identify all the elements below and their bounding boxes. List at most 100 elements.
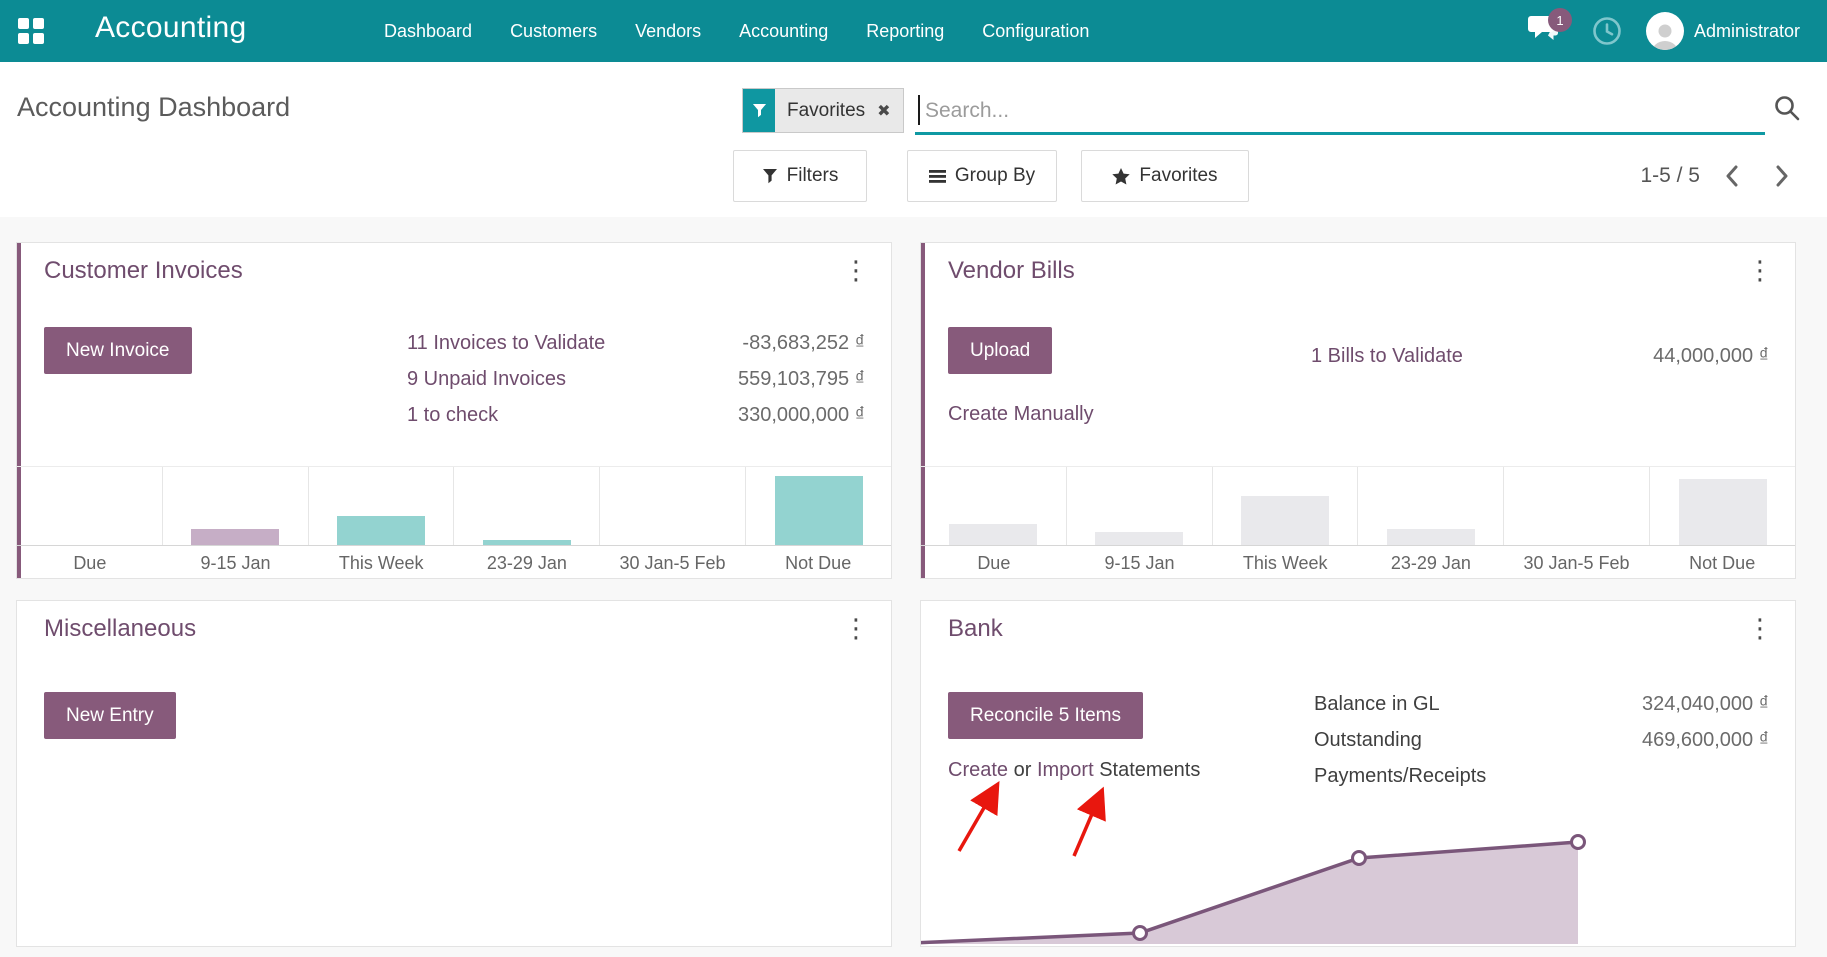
group-by-icon (928, 169, 946, 183)
bar-slot (1503, 467, 1649, 545)
search-placeholder: Search... (925, 99, 1010, 122)
card-title-customer-invoices[interactable]: Customer Invoices (44, 257, 243, 284)
pager-next-button[interactable] (1762, 150, 1802, 202)
search-input[interactable] (915, 88, 1765, 132)
statement-or-text: or (1013, 759, 1032, 781)
data-point-marker[interactable] (1351, 850, 1367, 866)
bar-slot (1065, 467, 1212, 545)
info-line: 11 Invoices to Validate -83,683,252 ₫ (407, 325, 865, 361)
nav-item-accounting[interactable]: Accounting (739, 20, 829, 41)
bar[interactable] (1241, 496, 1330, 545)
group-by-label: Group By (954, 165, 1036, 186)
nav-item-reporting[interactable]: Reporting (866, 20, 945, 41)
create-manually-link[interactable]: Create Manually (948, 403, 1094, 425)
bar-slot (1211, 467, 1358, 545)
favorites-button[interactable]: Favorites (1081, 150, 1249, 202)
reconcile-items-button[interactable]: Reconcile 5 Items (948, 692, 1144, 739)
bar-slot (921, 467, 1066, 545)
outstanding-label: Outstanding (1314, 728, 1422, 751)
bar[interactable] (1386, 529, 1475, 545)
group-by-button[interactable]: Group By (907, 150, 1057, 202)
new-entry-button[interactable]: New Entry (44, 692, 176, 739)
card-menu-kebab-icon[interactable]: ⋮ (1747, 613, 1773, 643)
nav-item-vendors[interactable]: Vendors (635, 20, 702, 41)
bar-category-label: 30 Jan-5 Feb (1523, 553, 1630, 573)
bar-slot (1649, 467, 1795, 545)
bar-category-label: Not Due (785, 553, 852, 573)
card-accent-strip (921, 243, 925, 578)
bar-slot (453, 467, 599, 545)
bar-chart-plot (17, 466, 891, 546)
import-statement-link[interactable]: Import (1036, 759, 1094, 781)
info-line: 9 Unpaid Invoices 559,103,795 ₫ (407, 361, 865, 397)
bar[interactable] (1678, 479, 1767, 545)
customer-invoices-chart[interactable]: Due 9-15 Jan This Week 23-29 Jan 30 Jan-5 Fe… (17, 466, 891, 573)
bar[interactable] (482, 540, 571, 545)
customer-invoices-info: 11 Invoices to Validate -83,683,252 ₫ 9 … (407, 325, 865, 433)
card-menu-kebab-icon[interactable]: ⋮ (843, 255, 869, 285)
filters-button[interactable]: Filters (733, 150, 867, 202)
to-check-amount: 330,000,000 ₫ (737, 403, 865, 426)
area-fill (913, 842, 1578, 944)
bar[interactable] (1095, 532, 1184, 545)
bar-category-label: 23-29 Jan (486, 553, 567, 573)
invoices-to-validate-amount: -83,683,252 ₫ (742, 331, 865, 354)
bar[interactable] (774, 476, 863, 545)
bar-category-label: This Week (1242, 553, 1328, 573)
pager-range: 1-5 / 5 (1640, 164, 1700, 187)
navbar-right-cluster: 1 Administrator (1527, 0, 1800, 62)
text-caret (918, 95, 920, 125)
bar-category-label: Due (977, 553, 1011, 573)
card-customer-invoices: Customer Invoices ⋮ New Invoice 11 Invoi… (16, 242, 892, 579)
bar[interactable] (191, 529, 280, 545)
bar-chart-labels: Due 9-15 Jan This Week 23-29 Jan 30 Jan-5 Fe… (921, 546, 1795, 574)
create-statement-link[interactable]: Create (948, 759, 1009, 781)
search-icon[interactable] (1770, 88, 1804, 128)
card-menu-kebab-icon[interactable]: ⋮ (1747, 255, 1773, 285)
bar-slot (17, 467, 162, 545)
pager-previous-button[interactable] (1712, 150, 1752, 202)
bar-category-label: Due (73, 553, 107, 573)
clock-icon (1593, 17, 1621, 45)
vendor-bills-chart[interactable]: Due 9-15 Jan This Week 23-29 Jan 30 Jan-5 Fe… (921, 466, 1795, 574)
nav-item-customers[interactable]: Customers (510, 20, 598, 41)
messages-button[interactable]: 1 (1527, 8, 1572, 48)
search-facet-favorites[interactable]: Favorites ✖ (742, 88, 904, 133)
bar-category-label: 30 Jan-5 Feb (619, 553, 726, 573)
bar-category-label: 9-15 Jan (200, 553, 271, 573)
activities-button[interactable] (1592, 16, 1622, 46)
app-brand[interactable]: Accounting (95, 11, 247, 44)
nav-item-dashboard[interactable]: Dashboard (384, 20, 473, 41)
facet-label: Favorites (787, 99, 866, 121)
facet-remove-icon[interactable]: ✖ (877, 102, 891, 120)
bar-category-label: 23-29 Jan (1390, 553, 1471, 573)
unpaid-invoices-link[interactable]: 9 Unpaid Invoices (407, 367, 566, 390)
info-line: 1 to check 330,000,000 ₫ (407, 397, 865, 433)
to-check-link[interactable]: 1 to check (407, 403, 499, 426)
card-menu-kebab-icon[interactable]: ⋮ (843, 613, 869, 643)
data-point-marker[interactable] (1570, 834, 1586, 850)
new-invoice-button[interactable]: New Invoice (44, 327, 192, 374)
bar[interactable] (337, 516, 426, 545)
payments-receipts-label: Payments/Receipts (1314, 764, 1487, 787)
facet-filter-icon (743, 89, 775, 132)
user-menu[interactable]: Administrator (1645, 12, 1800, 50)
apps-grid-icon[interactable] (18, 18, 44, 44)
bank-balance-area-chart[interactable] (912, 830, 1795, 946)
nav-item-configuration[interactable]: Configuration (982, 20, 1090, 41)
data-point-marker[interactable] (1132, 925, 1148, 941)
main-menu: Dashboard Customers Vendors Accounting R… (384, 0, 1089, 62)
favorites-label: Favorites (1139, 165, 1218, 186)
info-line: Payments/Receipts (1314, 758, 1769, 794)
top-navbar: Accounting Dashboard Customers Vendors A… (0, 0, 1827, 62)
invoices-to-validate-link[interactable]: 11 Invoices to Validate (407, 331, 606, 354)
card-title-bank[interactable]: Bank (948, 615, 1003, 642)
bills-to-validate-link[interactable]: 1 Bills to Validate (1311, 344, 1463, 367)
card-bank: Bank ⋮ Reconcile 5 Items Create or Impor… (912, 600, 1796, 947)
card-title-miscellaneous[interactable]: Miscellaneous (44, 615, 197, 642)
card-title-vendor-bills[interactable]: Vendor Bills (948, 257, 1075, 284)
upload-button[interactable]: Upload (948, 327, 1053, 374)
bar[interactable] (949, 524, 1038, 545)
chevron-right-icon (1776, 165, 1788, 187)
